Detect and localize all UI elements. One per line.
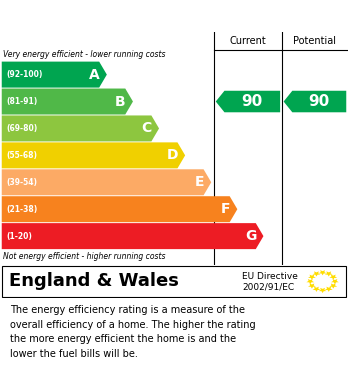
Text: (92-100): (92-100) — [6, 70, 43, 79]
Polygon shape — [319, 270, 326, 275]
Text: Energy Efficiency Rating: Energy Efficiency Rating — [69, 9, 279, 23]
Polygon shape — [2, 223, 263, 249]
Text: G: G — [245, 229, 256, 243]
Text: (21-38): (21-38) — [6, 205, 38, 214]
Polygon shape — [2, 62, 107, 88]
Text: (55-68): (55-68) — [6, 151, 37, 160]
Text: Very energy efficient - lower running costs: Very energy efficient - lower running co… — [3, 50, 166, 59]
Polygon shape — [306, 279, 314, 284]
Polygon shape — [284, 91, 346, 112]
Text: 2002/91/EC: 2002/91/EC — [242, 283, 294, 292]
Text: Potential: Potential — [293, 36, 337, 46]
Polygon shape — [2, 196, 237, 222]
Text: D: D — [166, 148, 178, 162]
Polygon shape — [313, 271, 321, 276]
Text: Current: Current — [230, 36, 266, 46]
Polygon shape — [308, 283, 316, 289]
Polygon shape — [319, 288, 326, 293]
Polygon shape — [331, 279, 339, 284]
Text: (81-91): (81-91) — [6, 97, 38, 106]
Polygon shape — [308, 274, 316, 280]
Text: Not energy efficient - higher running costs: Not energy efficient - higher running co… — [3, 252, 166, 261]
Text: (1-20): (1-20) — [6, 231, 32, 240]
Text: 90: 90 — [242, 94, 263, 109]
Polygon shape — [325, 271, 333, 276]
Text: EU Directive: EU Directive — [242, 272, 298, 281]
Text: 90: 90 — [309, 94, 330, 109]
Polygon shape — [2, 88, 133, 115]
Text: F: F — [221, 202, 230, 216]
Text: B: B — [115, 95, 126, 109]
Polygon shape — [216, 91, 280, 112]
Polygon shape — [325, 287, 333, 292]
Polygon shape — [2, 142, 185, 169]
Text: (39-54): (39-54) — [6, 178, 37, 187]
Text: C: C — [142, 122, 152, 135]
Polygon shape — [329, 274, 337, 280]
Polygon shape — [2, 169, 211, 195]
Polygon shape — [313, 287, 321, 292]
Polygon shape — [2, 115, 159, 142]
Text: A: A — [89, 68, 100, 82]
Text: (69-80): (69-80) — [6, 124, 38, 133]
Polygon shape — [329, 283, 337, 289]
Text: E: E — [195, 175, 204, 189]
Text: England & Wales: England & Wales — [9, 272, 179, 291]
Text: The energy efficiency rating is a measure of the
overall efficiency of a home. T: The energy efficiency rating is a measur… — [10, 305, 256, 359]
